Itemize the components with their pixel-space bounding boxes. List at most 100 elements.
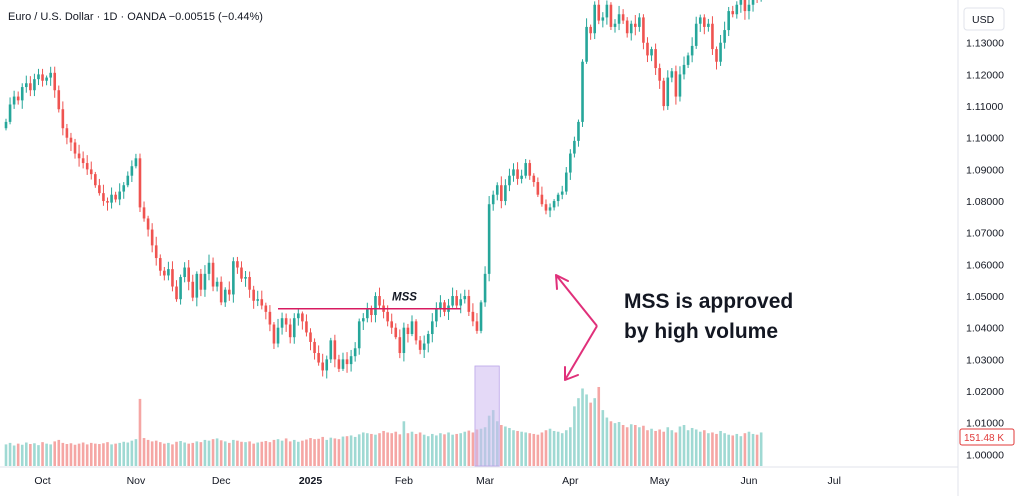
- arrow-down-head: [564, 366, 579, 381]
- candle-body: [552, 201, 556, 208]
- volume-bar: [179, 441, 182, 466]
- candle-body: [370, 308, 373, 316]
- candle-body: [374, 296, 377, 316]
- candle-body: [248, 277, 251, 290]
- volume-bar: [98, 444, 101, 466]
- candle-body: [443, 302, 446, 312]
- volume-bar: [353, 436, 357, 466]
- arrow-up-head: [555, 274, 569, 290]
- volume-bar: [207, 440, 211, 466]
- volume-bar: [280, 440, 284, 466]
- volume-bar: [609, 421, 613, 466]
- candle-body: [264, 305, 268, 312]
- candle-body: [337, 359, 341, 369]
- volume-bar: [288, 441, 292, 466]
- volume-bar: [435, 435, 438, 466]
- volume-bar: [759, 432, 763, 466]
- volume-badge-box: [959, 428, 1015, 446]
- candle-body: [686, 55, 690, 65]
- price-tick-label: 1.01000: [966, 418, 1004, 430]
- volume-bar: [601, 410, 605, 466]
- volume-bar: [382, 430, 385, 466]
- candle-body: [548, 207, 552, 211]
- candle-body: [711, 23, 714, 50]
- candle-body: [321, 362, 324, 371]
- candle-body: [260, 299, 264, 306]
- volume-bar: [175, 441, 178, 466]
- volume-bar: [508, 427, 511, 466]
- candle-body: [349, 356, 353, 365]
- volume-bar: [463, 431, 467, 466]
- candle-body: [118, 191, 121, 200]
- volume-bar: [743, 433, 747, 466]
- volume-bar: [199, 442, 203, 466]
- volume-bar: [187, 443, 190, 466]
- candle-body: [16, 96, 20, 101]
- volume-bar: [45, 443, 48, 466]
- candle-body: [560, 191, 564, 195]
- volume-bar: [593, 398, 596, 466]
- candle-body: [114, 194, 117, 200]
- candle-body: [658, 68, 661, 81]
- volume-bar: [150, 441, 154, 466]
- volume-bar: [4, 444, 8, 466]
- volume-bar: [167, 442, 170, 466]
- candle-body: [605, 4, 609, 18]
- candle-body: [240, 267, 243, 279]
- currency-label: USD: [972, 14, 995, 26]
- volume-bar: [272, 439, 276, 466]
- currency-button[interactable]: USD: [963, 7, 1005, 31]
- volume-bar: [219, 440, 223, 466]
- candle-body: [719, 42, 722, 62]
- candle-body: [625, 20, 629, 34]
- candle-body: [325, 359, 329, 371]
- candle-body: [49, 72, 52, 78]
- time-tick-label: Dec: [212, 475, 231, 487]
- candle-body: [613, 23, 617, 27]
- price-tick-label: 1.00000: [966, 449, 1004, 461]
- volume-bar: [698, 431, 702, 466]
- candle-body: [73, 142, 77, 154]
- candle-body: [333, 340, 337, 360]
- annotation-line-1: MSS is approved: [624, 290, 793, 313]
- volume-bar: [739, 436, 743, 466]
- volume-bar: [183, 442, 186, 466]
- volume-bar: [617, 422, 621, 466]
- volume-bar: [674, 432, 678, 466]
- candle-body: [130, 166, 134, 176]
- volume-bar: [25, 442, 28, 466]
- volume-bar: [418, 432, 422, 466]
- volume-bar: [333, 438, 337, 466]
- candle-body: [20, 87, 24, 101]
- candle-body: [512, 169, 515, 176]
- candle-body: [564, 172, 568, 192]
- volume-bar: [77, 443, 81, 466]
- candle-body: [670, 71, 674, 78]
- candle-body: [629, 23, 633, 34]
- volume-bar: [264, 441, 268, 466]
- volume-bar: [232, 439, 235, 466]
- volume-bar: [394, 431, 398, 466]
- price-tick-label: 1.07000: [966, 228, 1004, 240]
- candle-body: [390, 321, 393, 328]
- candle-body: [102, 193, 105, 202]
- volume-bar: [114, 443, 117, 466]
- candle-body: [280, 318, 284, 328]
- volume-bar: [89, 442, 93, 466]
- volume-badge-label: 151.48 K: [964, 433, 1004, 444]
- time-tick-label: Mar: [476, 475, 495, 487]
- candle-body: [244, 277, 247, 279]
- volume-bar: [349, 435, 353, 466]
- volume-bar: [715, 433, 718, 466]
- volume-bar: [512, 430, 515, 466]
- candle-body: [8, 104, 12, 122]
- volume-bar: [248, 441, 251, 466]
- currency-button-box[interactable]: [963, 7, 1005, 31]
- candle-body: [410, 321, 414, 335]
- candle-body: [317, 353, 320, 363]
- volume-bar: [317, 438, 320, 466]
- volume-bar: [431, 433, 434, 466]
- candle-body: [475, 321, 479, 331]
- volume-bar: [138, 398, 142, 466]
- volume-bar: [406, 433, 410, 466]
